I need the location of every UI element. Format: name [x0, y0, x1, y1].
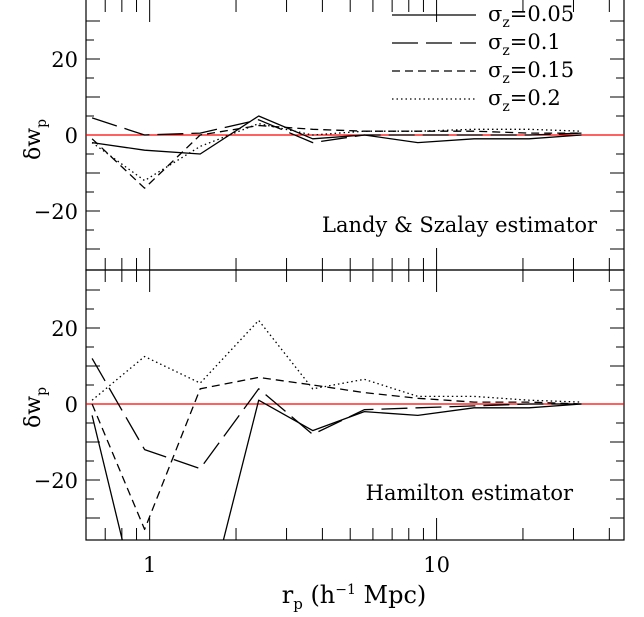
legend-sub: z: [502, 99, 509, 115]
top-series-shortdash: [91, 124, 582, 189]
bottom-xticks: [85, 270, 610, 540]
top-series-longdash: [91, 117, 582, 144]
legend-value: =0.05: [510, 2, 574, 26]
legend-sub: z: [502, 15, 509, 31]
top-ytick-label-minus20: −20: [34, 200, 78, 224]
top-series-dotted: [91, 122, 582, 182]
top-annotation: Landy & Szalay estimator: [322, 213, 598, 237]
bottom-ytick-label-20: 20: [51, 317, 78, 341]
top-ytick-label-0: 0: [65, 124, 78, 148]
legend-entry: σz=0.1: [392, 30, 561, 59]
bottom-panel-frame: [85, 269, 625, 541]
bottom-series-dotted: [91, 319, 582, 403]
xtick-label-10: 10: [423, 553, 450, 577]
top-ylabel-main: δw: [21, 128, 46, 160]
legend-value: =0.1: [510, 30, 561, 54]
top-panel: 20 0 −20 δwp Landy & Szalay estimator σz…: [21, 0, 625, 271]
legend-sub: z: [502, 43, 509, 59]
xtick-label-1: 1: [143, 553, 156, 577]
top-series-solid: [92, 115, 582, 155]
svg-text:δwp: δwp: [21, 387, 50, 428]
svg-text:σz=0.1: σz=0.1: [488, 30, 561, 59]
svg-text:σz=0.2: σz=0.2: [488, 86, 561, 115]
bottom-ylabel-sub: p: [34, 387, 50, 396]
legend-entry: σz=0.15: [392, 58, 574, 87]
legend-sub: z: [502, 71, 509, 87]
bottom-ylabel: δwp: [21, 387, 50, 428]
legend-sigma: σ: [488, 86, 502, 110]
bottom-annotation: Hamilton estimator: [366, 481, 574, 505]
legend-value: =0.15: [510, 58, 574, 82]
legend-entry: σz=0.2: [392, 86, 561, 115]
legend-sigma: σ: [488, 30, 502, 54]
top-xticks: [85, 0, 610, 270]
legend-value: =0.2: [510, 86, 561, 110]
bottom-ytick-label-0: 0: [65, 393, 78, 417]
top-series: [91, 115, 582, 189]
bottom-series: [91, 319, 582, 540]
top-ylabel: δwp: [21, 119, 50, 160]
bottom-ytick-label-minus20: −20: [34, 469, 78, 493]
legend-sigma: σ: [488, 58, 502, 82]
legend: σz=0.05 σz=0.1 σz=0.15 σz=0.2: [392, 2, 574, 115]
svg-text:δwp: δwp: [21, 119, 50, 160]
bottom-series-shortdash: [91, 376, 582, 531]
top-ytick-label-20: 20: [51, 48, 78, 72]
svg-text:σz=0.15: σz=0.15: [488, 58, 574, 87]
x-axis-label: rp (h−1 Mpc): [282, 581, 427, 613]
legend-sigma: σ: [488, 2, 502, 26]
bottom-panel: 20 0 −20 δwp Hamilton estimator 1 10 rp …: [21, 269, 625, 613]
bottom-series-longdash: [91, 358, 582, 470]
bottom-series-solid: [91, 399, 582, 540]
svg-text:σz=0.05: σz=0.05: [488, 2, 574, 31]
legend-entry: σz=0.05: [392, 2, 574, 31]
bottom-ylabel-main: δw: [21, 396, 46, 428]
top-ylabel-sub: p: [34, 119, 50, 128]
